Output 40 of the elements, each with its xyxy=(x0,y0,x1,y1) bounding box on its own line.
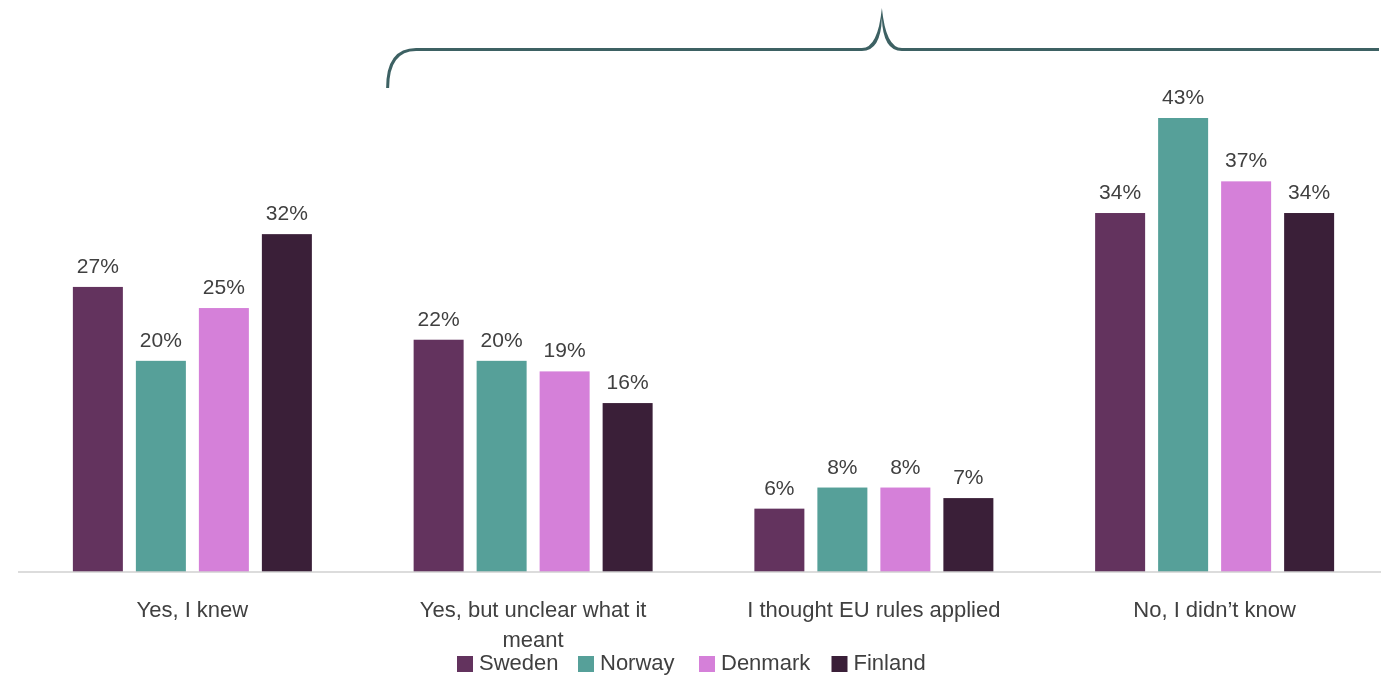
data-label: 19% xyxy=(543,338,586,362)
data-label: 20% xyxy=(139,327,182,351)
legend-label: Finland xyxy=(853,650,926,675)
bar xyxy=(135,360,186,572)
legend-label: Sweden xyxy=(479,650,559,675)
legend-label: Denmark xyxy=(721,650,812,675)
data-label: 16% xyxy=(606,370,649,394)
bar xyxy=(880,487,931,572)
data-label: 20% xyxy=(480,327,523,351)
bar xyxy=(754,508,805,572)
data-label: 25% xyxy=(202,275,245,299)
legend-label: Norway xyxy=(600,650,675,675)
bar xyxy=(1158,118,1209,572)
bar xyxy=(1221,181,1272,572)
data-label: 8% xyxy=(890,454,921,478)
bar xyxy=(198,308,249,572)
data-label: 7% xyxy=(953,465,984,489)
data-label: 32% xyxy=(265,201,308,225)
bar xyxy=(539,371,590,572)
data-label: 37% xyxy=(1225,148,1268,172)
bar xyxy=(1095,213,1146,572)
x-tick-label: Yes, but unclear what it meant xyxy=(419,597,647,652)
bar xyxy=(476,360,527,572)
bar xyxy=(261,234,312,572)
bar xyxy=(817,487,868,572)
data-label: 34% xyxy=(1099,180,1142,204)
bar xyxy=(72,286,123,572)
x-tick-label: No, I didn’t know xyxy=(1133,597,1297,622)
bar xyxy=(602,403,653,572)
data-label: 34% xyxy=(1288,180,1331,204)
x-tick-label: Yes, I knew xyxy=(136,597,249,622)
bar xyxy=(1284,213,1335,572)
bar xyxy=(943,498,994,572)
x-tick-label: I thought EU rules applied xyxy=(747,597,1001,622)
data-label: 8% xyxy=(827,454,858,478)
bar xyxy=(413,339,464,572)
data-label: 27% xyxy=(76,253,119,277)
data-label: 22% xyxy=(417,306,460,330)
data-label: 6% xyxy=(764,475,795,499)
data-label: 43% xyxy=(1162,85,1205,108)
